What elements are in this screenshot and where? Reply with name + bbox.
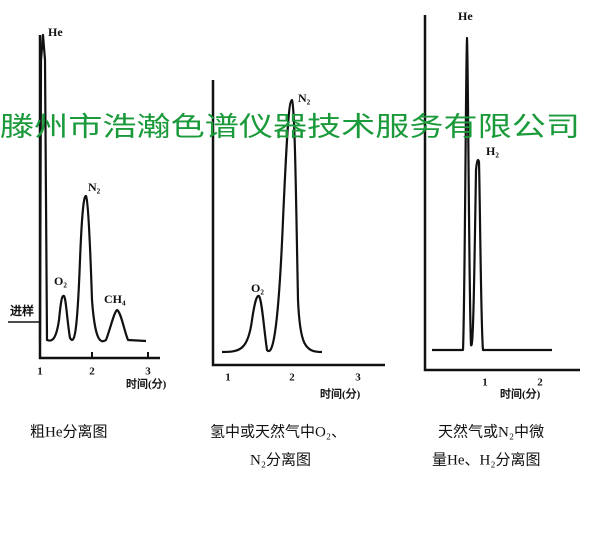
chromatogram xyxy=(432,36,552,352)
peak-label: N₂ xyxy=(298,91,311,105)
tick-label: 1 xyxy=(482,377,488,389)
axis-label: 时间(分) xyxy=(500,387,541,401)
peak-label: H₂ xyxy=(486,144,499,158)
tick-label: 2 xyxy=(89,366,95,378)
axis xyxy=(211,80,385,367)
panel-2: O₂ N₂ 1 2 3 时间(分) 氢中或天然气中O₂、 N₂分离图 xyxy=(210,80,385,468)
axis xyxy=(423,15,580,372)
peak-label: He xyxy=(458,9,473,23)
panel-3: He H₂ 1 2 时间(分) 天然气或N₂中微 量He、H₂分离图 xyxy=(423,9,580,468)
caption: 粗He分离图 xyxy=(30,423,108,440)
caption: 量He、H₂分离图 xyxy=(432,451,541,468)
caption: N₂分离图 xyxy=(250,451,311,468)
caption: 氢中或天然气中O₂、 xyxy=(210,423,346,440)
axis-label: 时间(分) xyxy=(320,387,361,401)
panel-1: He O₂ N₂ CH₄ 进样 1 2 3 时间(分) 粗He分离图 xyxy=(8,25,167,440)
caption: 天然气或N₂中微 xyxy=(438,423,544,440)
tick-label: 3 xyxy=(355,372,361,384)
tick-label: 1 xyxy=(37,366,43,378)
peak-label: N₂ xyxy=(88,180,101,194)
peak-label: He xyxy=(48,25,63,39)
tick-label: 2 xyxy=(289,372,295,384)
tick-label: 1 xyxy=(225,372,231,384)
chromatogram xyxy=(221,98,323,354)
peak-label: O₂ xyxy=(251,281,264,295)
axis-label: 时间(分) xyxy=(126,377,167,391)
chromatogram xyxy=(38,33,147,343)
tick-label: 3 xyxy=(145,366,151,378)
injection-label: 进样 xyxy=(10,303,34,318)
watermark: 滕州市浩瀚色谱仪器技术服务有限公司 xyxy=(0,112,580,142)
axis xyxy=(38,35,160,360)
peak-label: O₂ xyxy=(54,274,67,288)
tick-label: 2 xyxy=(537,377,543,389)
peak-label: CH₄ xyxy=(104,292,126,306)
